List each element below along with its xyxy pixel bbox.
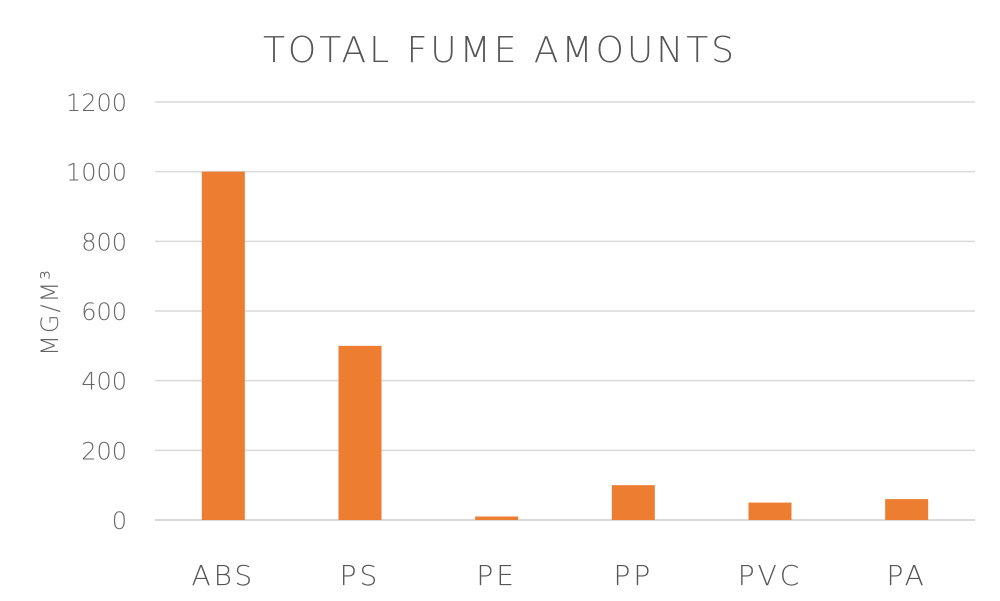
bar-ps	[338, 345, 382, 520]
x-tick-label: PVC	[738, 559, 803, 592]
y-axis-ticks: 0 200 400 600 800 1000 1200	[66, 89, 127, 535]
y-axis-label: MG/M³	[36, 268, 64, 356]
x-tick-label: PE	[476, 559, 517, 592]
y-tick-label: 200	[81, 437, 127, 465]
x-tick-label: PS	[340, 559, 381, 592]
y-tick-label: 1200	[66, 89, 127, 117]
bar-pa	[885, 499, 929, 520]
bar-abs	[201, 171, 245, 520]
bar-pp	[611, 485, 655, 520]
y-tick-label: 600	[81, 298, 127, 326]
y-tick-label: 1000	[66, 159, 127, 187]
bar-pvc	[748, 502, 792, 520]
gridlines	[155, 101, 975, 521]
y-tick-label: 800	[81, 228, 127, 256]
x-tick-label: ABS	[191, 559, 255, 592]
x-tick-label: PA	[887, 559, 927, 592]
x-tick-label: PP	[613, 559, 653, 592]
x-axis-ticks: ABS PS PE PP PVC PA	[191, 559, 927, 592]
chart-title: TOTAL FUME AMOUNTS	[263, 30, 737, 71]
y-tick-label: 400	[81, 368, 127, 396]
y-tick-label: 0	[112, 507, 127, 535]
bar-pe	[475, 516, 519, 520]
bars	[201, 171, 929, 520]
